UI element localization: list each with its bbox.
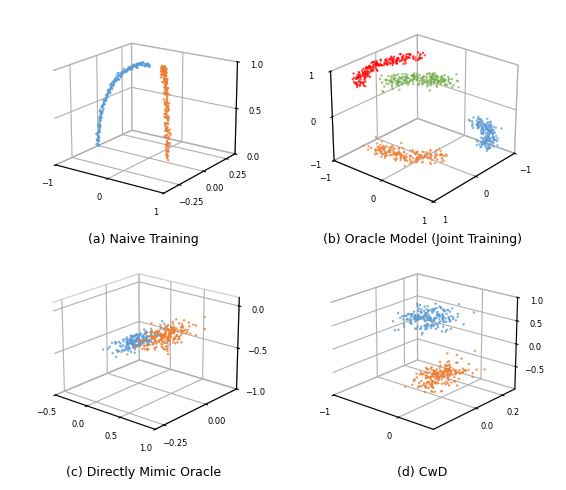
Title: (b) Oracle Model (Joint Training): (b) Oracle Model (Joint Training)	[323, 233, 522, 246]
Title: (c) Directly Mimic Oracle: (c) Directly Mimic Oracle	[66, 466, 221, 479]
Title: (d) CwD: (d) CwD	[397, 466, 447, 479]
Title: (a) Naive Training: (a) Naive Training	[88, 233, 199, 246]
